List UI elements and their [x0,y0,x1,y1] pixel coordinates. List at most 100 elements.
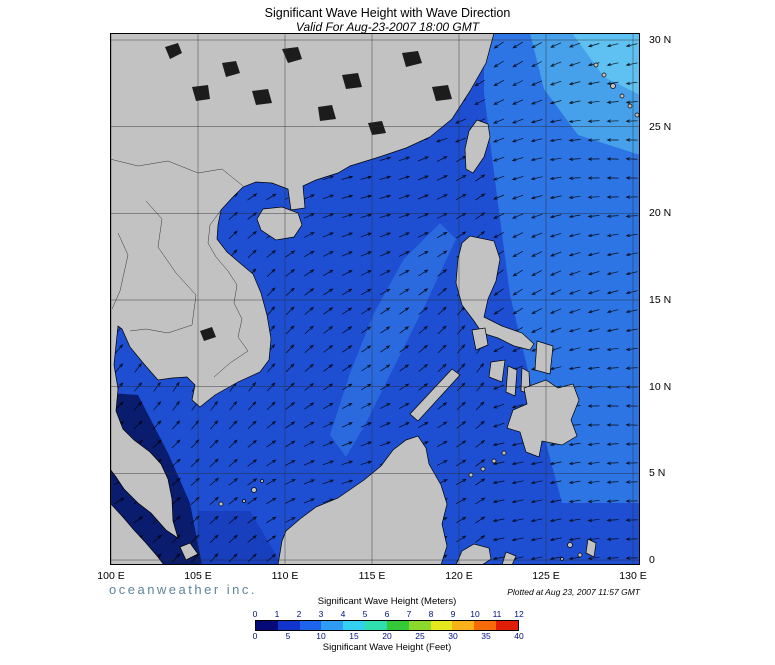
landmass-luzon [455,235,535,351]
colorbar [255,620,519,631]
plotted-timestamp: Plotted at Aug 23, 2007 11:57 GMT [507,587,640,597]
terrain-marks [165,43,452,341]
oceanweather-logo: oceanweather inc. [109,582,258,597]
meter-tick: 5 [362,609,368,619]
meter-tick: 0 [252,609,258,619]
colorbar-segment [430,621,453,630]
lake-tonle-sap [200,327,216,341]
ocean-shading [110,33,640,565]
landmass-samar-leyte [534,340,554,375]
ocean-karimata-patch [198,511,282,565]
meter-tick: 12 [514,609,524,619]
lat-label: 30 N [649,34,672,46]
landmass-mindoro [471,327,489,351]
terrain-mark [402,51,422,67]
feet-tick: 10 [316,631,326,641]
feet-tick: 15 [349,631,359,641]
feet-tick: 35 [481,631,491,641]
landmass-taiwan [464,119,491,174]
terrain-mark [192,85,210,101]
island-ryukyu-5 [627,103,633,109]
island-moluccas-3 [560,557,564,561]
island-sulu-1 [501,450,507,456]
colorbar-segment [365,621,387,630]
meter-tick: 3 [318,609,324,619]
terrain-mark [222,61,240,77]
feet-tick: 30 [448,631,458,641]
island-sulu-2 [491,458,497,464]
island-sulu-4 [468,472,474,478]
meter-tick: 9 [450,609,456,619]
lon-label: 130 E [619,570,647,582]
map-border [110,33,640,565]
meter-tick: 6 [384,609,390,619]
lon-label: 125 E [532,570,560,582]
island-ryukyu-6 [634,112,640,118]
feet-tick: 20 [382,631,392,641]
colorbar-segment [277,621,300,630]
meter-tick-labels: 0 1 2 3 4 5 6 7 8 9 10 11 12 [252,609,524,620]
island-anambas [218,501,224,507]
ocean-central-scs-band [330,223,456,457]
colorbar-segment [256,621,278,630]
terrain-mark [368,121,386,135]
island-moluccas-1 [567,542,573,548]
landmass-mindanao [506,379,580,458]
landmass-panay [488,359,506,383]
landmass-borneo [277,435,448,566]
colorbar-segment [496,621,518,630]
meter-tick: 4 [340,609,346,619]
colorbar-segment [299,621,322,630]
lon-label: 110 E [271,570,299,582]
feet-tick: 5 [285,631,291,641]
terrain-mark [318,105,336,121]
map-canvas [109,32,640,566]
lat-label: 5 N [649,467,666,480]
landmass-negros [505,365,518,397]
island-ryukyu-1 [593,62,599,68]
feet-tick-labels: 0 5 10 15 20 25 30 35 40 [252,631,524,642]
colorbar-segment [321,621,344,630]
lon-label: 100 E [97,570,125,582]
legend-title-meters: Significant Wave Height (Meters) [317,596,457,607]
lon-label: 105 E [184,570,212,582]
meter-tick: 11 [492,609,502,619]
legend-title-feet: Significant Wave Height (Feet) [322,642,452,653]
lat-label: 0 [649,554,655,567]
terrain-mark [165,43,182,59]
lon-label: 115 E [358,570,386,582]
graticule [110,33,640,565]
island-ryukyu-4 [619,93,625,99]
meter-tick: 7 [406,609,412,619]
landmass-halmahera [585,538,597,558]
colorbar-segment [408,621,431,630]
feet-tick: 0 [252,631,258,641]
colorbar-segment [343,621,366,630]
border-china-south [109,158,244,187]
meter-tick: 10 [470,609,480,619]
meter-tick: 1 [274,609,280,619]
border-vietnam-inland [207,209,249,378]
page-title: Significant Wave Height with Wave Direct… [264,6,511,20]
terrain-mark [282,47,302,63]
landmass-hainan [256,206,303,241]
terrain-mark [342,73,362,89]
island-natuna-n [260,479,264,483]
colorbar-segment [452,621,475,630]
landmasses [109,32,640,566]
border-thailand [129,200,197,334]
island-moluccas-2 [577,552,583,558]
meter-tick: 2 [296,609,302,619]
terrain-mark [252,89,272,105]
feet-tick: 25 [415,631,425,641]
colorbar-segment [386,621,409,630]
landmass-asia-mainland [109,32,495,539]
lat-label: 25 N [649,120,672,133]
island-ryukyu-3 [610,83,616,89]
feet-tick: 40 [514,631,524,641]
lat-label: 10 N [649,380,672,393]
island-natuna-s [242,499,246,503]
island-natuna [251,487,257,493]
colorbar-segment [474,621,497,630]
